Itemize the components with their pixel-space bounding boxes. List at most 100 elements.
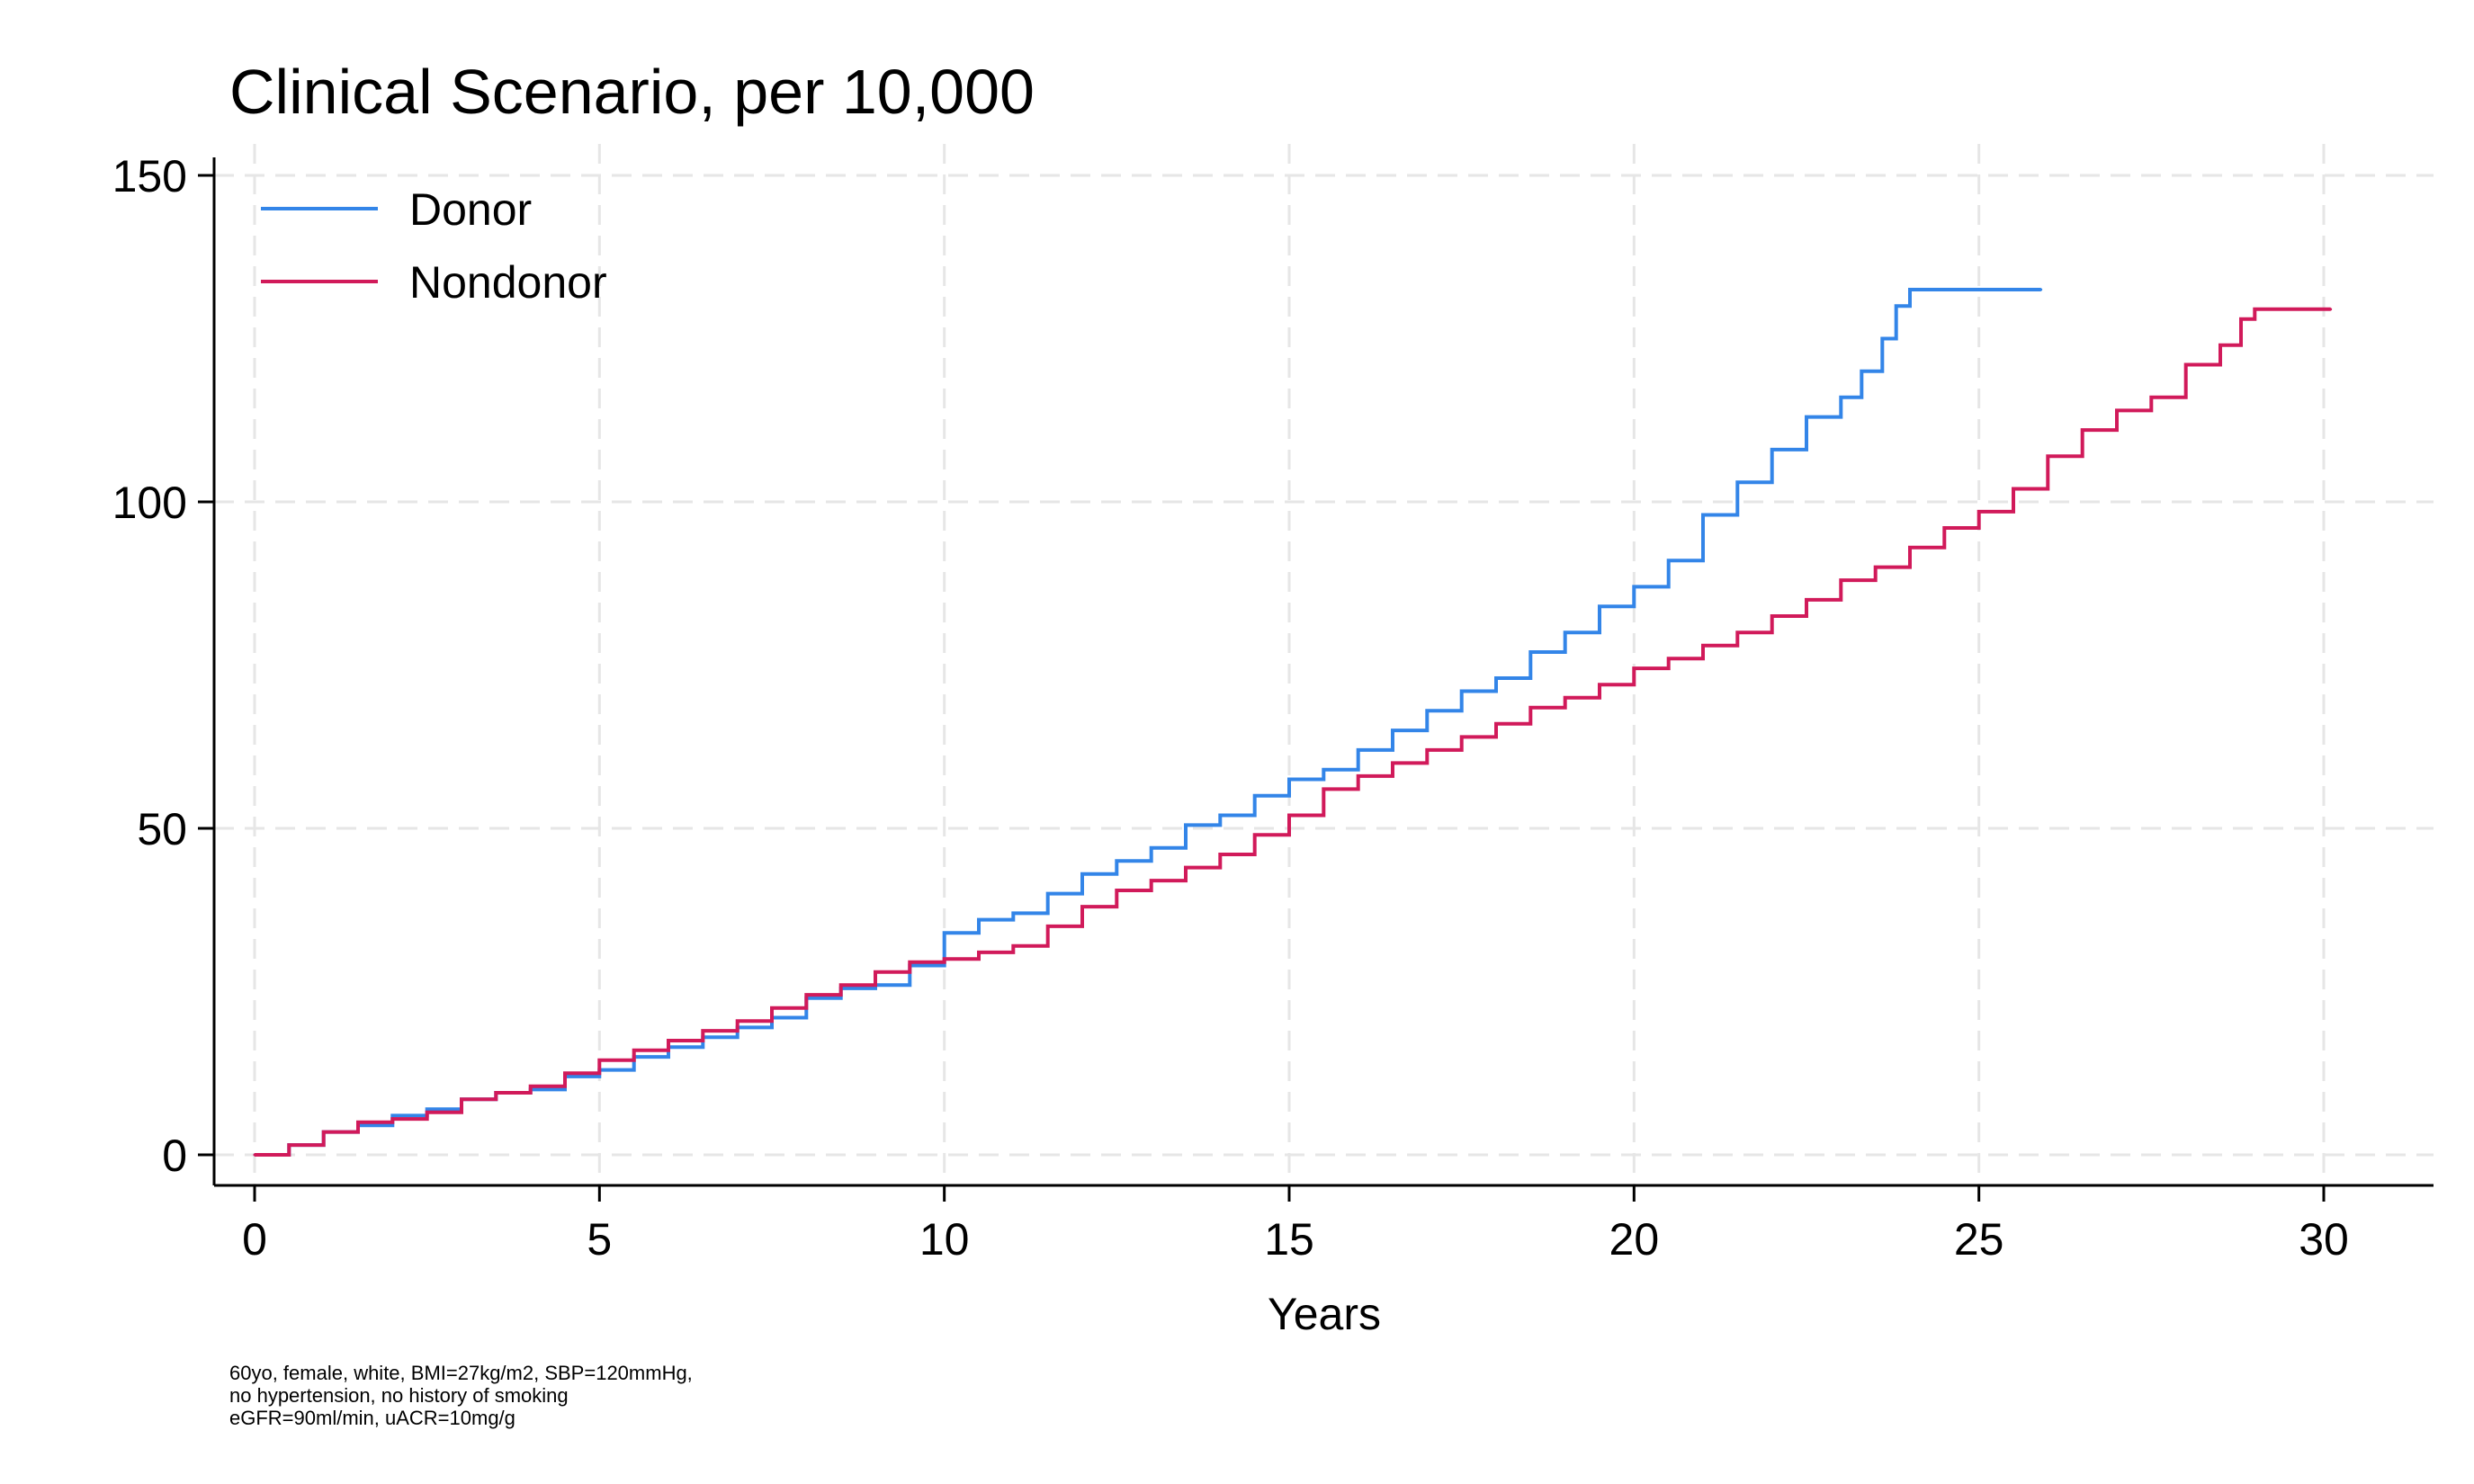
data-point-nondonor-42 xyxy=(1701,644,1705,648)
data-point-nondonor-26 xyxy=(1150,879,1153,882)
data-point-donor-26 xyxy=(1150,846,1153,850)
footnote-line-2: no hypertension, no history of smoking xyxy=(229,1384,569,1407)
grid-layer xyxy=(214,144,2434,1185)
data-point-nondonor-19 xyxy=(908,961,911,964)
data-point-donor-5 xyxy=(426,1107,429,1111)
data-point-nondonor-11 xyxy=(632,1049,636,1052)
x-tick-label-10: 10 xyxy=(919,1214,970,1265)
data-point-donor-25 xyxy=(1115,859,1118,863)
data-point-nondonor-17 xyxy=(839,983,843,987)
data-point-donor-33 xyxy=(1391,729,1394,732)
data-point-nondonor-43 xyxy=(1735,630,1739,634)
data-point-donor-31 xyxy=(1322,768,1325,772)
data-point-nondonor-45 xyxy=(1805,598,1808,602)
data-point-nondonor-49 xyxy=(1942,526,1946,530)
data-point-donor-30 xyxy=(1287,778,1291,782)
y-tick-label-50: 50 xyxy=(137,804,187,854)
data-point-nondonor-59 xyxy=(2253,308,2256,311)
data-point-nondonor-62 xyxy=(2329,308,2333,311)
data-point-nondonor-24 xyxy=(1080,905,1084,908)
data-point-donor-50 xyxy=(1908,288,1912,291)
footnote-line-3: eGFR=90ml/min, uACR=10mg/g xyxy=(229,1407,515,1429)
data-point-donor-51 xyxy=(1942,288,1946,291)
data-point-nondonor-34 xyxy=(1425,748,1429,752)
legend-label-nondonor: Nondonor xyxy=(409,257,607,308)
data-point-donor-40 xyxy=(1632,585,1636,588)
x-tick-label-5: 5 xyxy=(587,1214,612,1265)
data-point-donor-20 xyxy=(943,931,946,934)
data-point-donor-35 xyxy=(1460,690,1464,693)
data-point-donor-34 xyxy=(1425,709,1429,712)
data-point-nondonor-50 xyxy=(1977,510,1981,514)
data-point-nondonor-7 xyxy=(494,1091,497,1095)
data-point-donor-27 xyxy=(1184,823,1188,827)
data-point-donor-38 xyxy=(1564,630,1567,634)
series-points-donor xyxy=(253,288,2043,1157)
data-point-donor-42 xyxy=(1701,514,1705,517)
data-point-donor-4 xyxy=(390,1113,394,1117)
y-tick-label-150: 150 xyxy=(112,151,187,201)
data-point-nondonor-58 xyxy=(2239,317,2243,321)
data-point-donor-36 xyxy=(1494,676,1498,680)
data-point-nondonor-48 xyxy=(1908,546,1912,550)
data-point-donor-24 xyxy=(1080,872,1084,876)
data-point-nondonor-61 xyxy=(2322,308,2326,311)
data-point-nondonor-22 xyxy=(1011,944,1015,948)
data-point-nondonor-47 xyxy=(1874,566,1878,569)
data-point-nondonor-13 xyxy=(701,1029,704,1033)
footnote-line-1: 60yo, female, white, BMI=27kg/m2, SBP=12… xyxy=(229,1362,693,1384)
data-point-donor-39 xyxy=(1598,604,1601,608)
data-point-nondonor-0 xyxy=(253,1153,256,1157)
data-point-donor-23 xyxy=(1046,892,1050,896)
data-point-nondonor-6 xyxy=(460,1097,463,1101)
data-point-nondonor-36 xyxy=(1494,722,1498,726)
data-point-nondonor-44 xyxy=(1770,614,1774,618)
data-point-nondonor-1 xyxy=(287,1143,291,1147)
data-point-donor-37 xyxy=(1528,650,1532,654)
data-point-nondonor-5 xyxy=(426,1111,429,1114)
data-point-nondonor-31 xyxy=(1322,787,1325,791)
data-point-donor-53 xyxy=(2012,288,2015,291)
data-point-nondonor-14 xyxy=(736,1019,740,1023)
data-point-nondonor-55 xyxy=(2149,396,2153,399)
data-point-nondonor-23 xyxy=(1046,925,1050,928)
x-tick-label-25: 25 xyxy=(1954,1214,2004,1265)
data-point-nondonor-8 xyxy=(529,1085,533,1088)
data-point-donor-28 xyxy=(1218,813,1222,817)
data-point-nondonor-37 xyxy=(1528,706,1532,710)
legend-label-donor: Donor xyxy=(409,184,532,235)
data-point-nondonor-54 xyxy=(2115,408,2119,412)
data-point-nondonor-39 xyxy=(1598,683,1601,686)
data-point-nondonor-51 xyxy=(2012,487,2015,490)
data-point-nondonor-18 xyxy=(874,970,877,974)
series-points-nondonor xyxy=(253,308,2333,1157)
data-point-nondonor-20 xyxy=(943,957,946,961)
data-point-donor-54 xyxy=(2039,288,2043,291)
y-tick-label-100: 100 xyxy=(112,478,187,528)
data-point-donor-22 xyxy=(1011,911,1015,915)
data-point-nondonor-38 xyxy=(1564,696,1567,700)
data-point-nondonor-60 xyxy=(2288,308,2291,311)
data-point-donor-32 xyxy=(1357,748,1360,752)
data-point-nondonor-33 xyxy=(1391,761,1394,764)
data-point-donor-43 xyxy=(1735,480,1739,484)
legend: Donor Nondonor xyxy=(261,184,607,308)
data-point-nondonor-15 xyxy=(770,1006,774,1010)
data-point-nondonor-28 xyxy=(1218,853,1222,856)
data-point-donor-44 xyxy=(1770,448,1774,451)
data-point-nondonor-10 xyxy=(597,1059,601,1062)
data-point-donor-41 xyxy=(1667,559,1671,562)
x-tick-label-0: 0 xyxy=(242,1214,267,1265)
y-tick-label-0: 0 xyxy=(162,1131,187,1181)
data-point-donor-47 xyxy=(1860,370,1863,373)
data-point-donor-49 xyxy=(1895,304,1898,308)
data-point-nondonor-21 xyxy=(977,951,981,954)
data-point-nondonor-40 xyxy=(1632,666,1636,670)
data-point-donor-29 xyxy=(1253,794,1257,798)
data-point-donor-48 xyxy=(1880,337,1884,340)
chart-title: Clinical Scenario, per 10,000 xyxy=(229,57,1035,127)
data-point-nondonor-32 xyxy=(1357,774,1360,778)
data-point-nondonor-53 xyxy=(2081,428,2084,432)
series-layer xyxy=(253,288,2333,1157)
